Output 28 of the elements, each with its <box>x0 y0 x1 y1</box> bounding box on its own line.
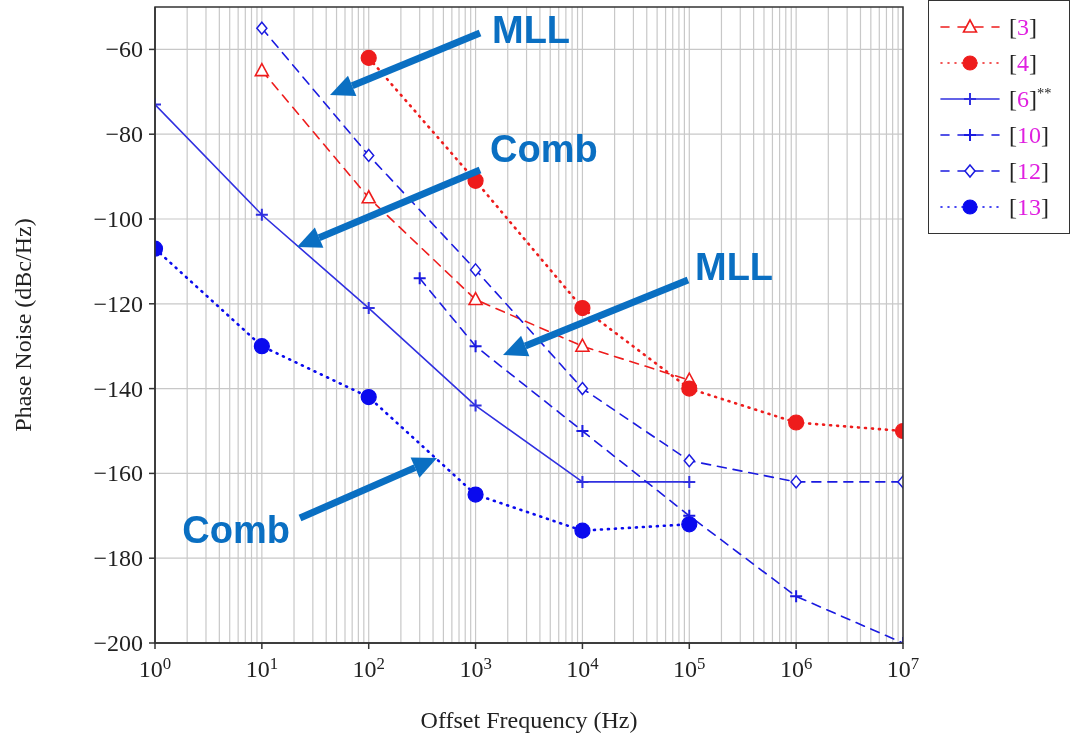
x-tick-label: 10$^{1}$ <box>245 654 279 682</box>
y-tick-label: −120 <box>93 290 143 317</box>
annotation: Comb <box>490 128 598 170</box>
y-tick-label: −60 <box>105 36 143 63</box>
legend-label: [4] <box>1009 49 1037 76</box>
y-tick-label: −180 <box>93 545 143 572</box>
x-tick-label: 10$^{6}$ <box>779 654 813 682</box>
y-tick-label: −80 <box>105 121 143 148</box>
x-tick-label: 10$^{2}$ <box>352 654 385 682</box>
annotation: MLL <box>695 246 774 288</box>
x-tick-label: 10$^{3}$ <box>459 654 492 682</box>
legend-label: [13] <box>1009 193 1049 220</box>
annotation: Comb <box>182 509 290 551</box>
legend-label: [10] <box>1009 121 1049 148</box>
legend-label: [6]$^{**}$ <box>1009 85 1052 112</box>
annotation: MLL <box>492 9 571 51</box>
x-tick-label: 10$^{7}$ <box>886 654 920 682</box>
x-tick-label: 10$^{0}$ <box>138 654 172 682</box>
y-tick-label: −160 <box>93 460 143 487</box>
x-tick-label: 10$^{5}$ <box>673 654 706 682</box>
legend-label: [3] <box>1009 13 1037 40</box>
y-axis-title: Phase Noise (dBc/Hz) <box>9 218 36 432</box>
y-tick-label: −200 <box>93 630 143 656</box>
y-tick-label: −100 <box>93 206 143 232</box>
x-tick-label: 10$^{4}$ <box>566 654 600 682</box>
y-tick-label: −140 <box>93 375 143 402</box>
legend-label: [12] <box>1009 157 1049 184</box>
x-axis-title: Offset Frequency (Hz) <box>420 707 638 733</box>
